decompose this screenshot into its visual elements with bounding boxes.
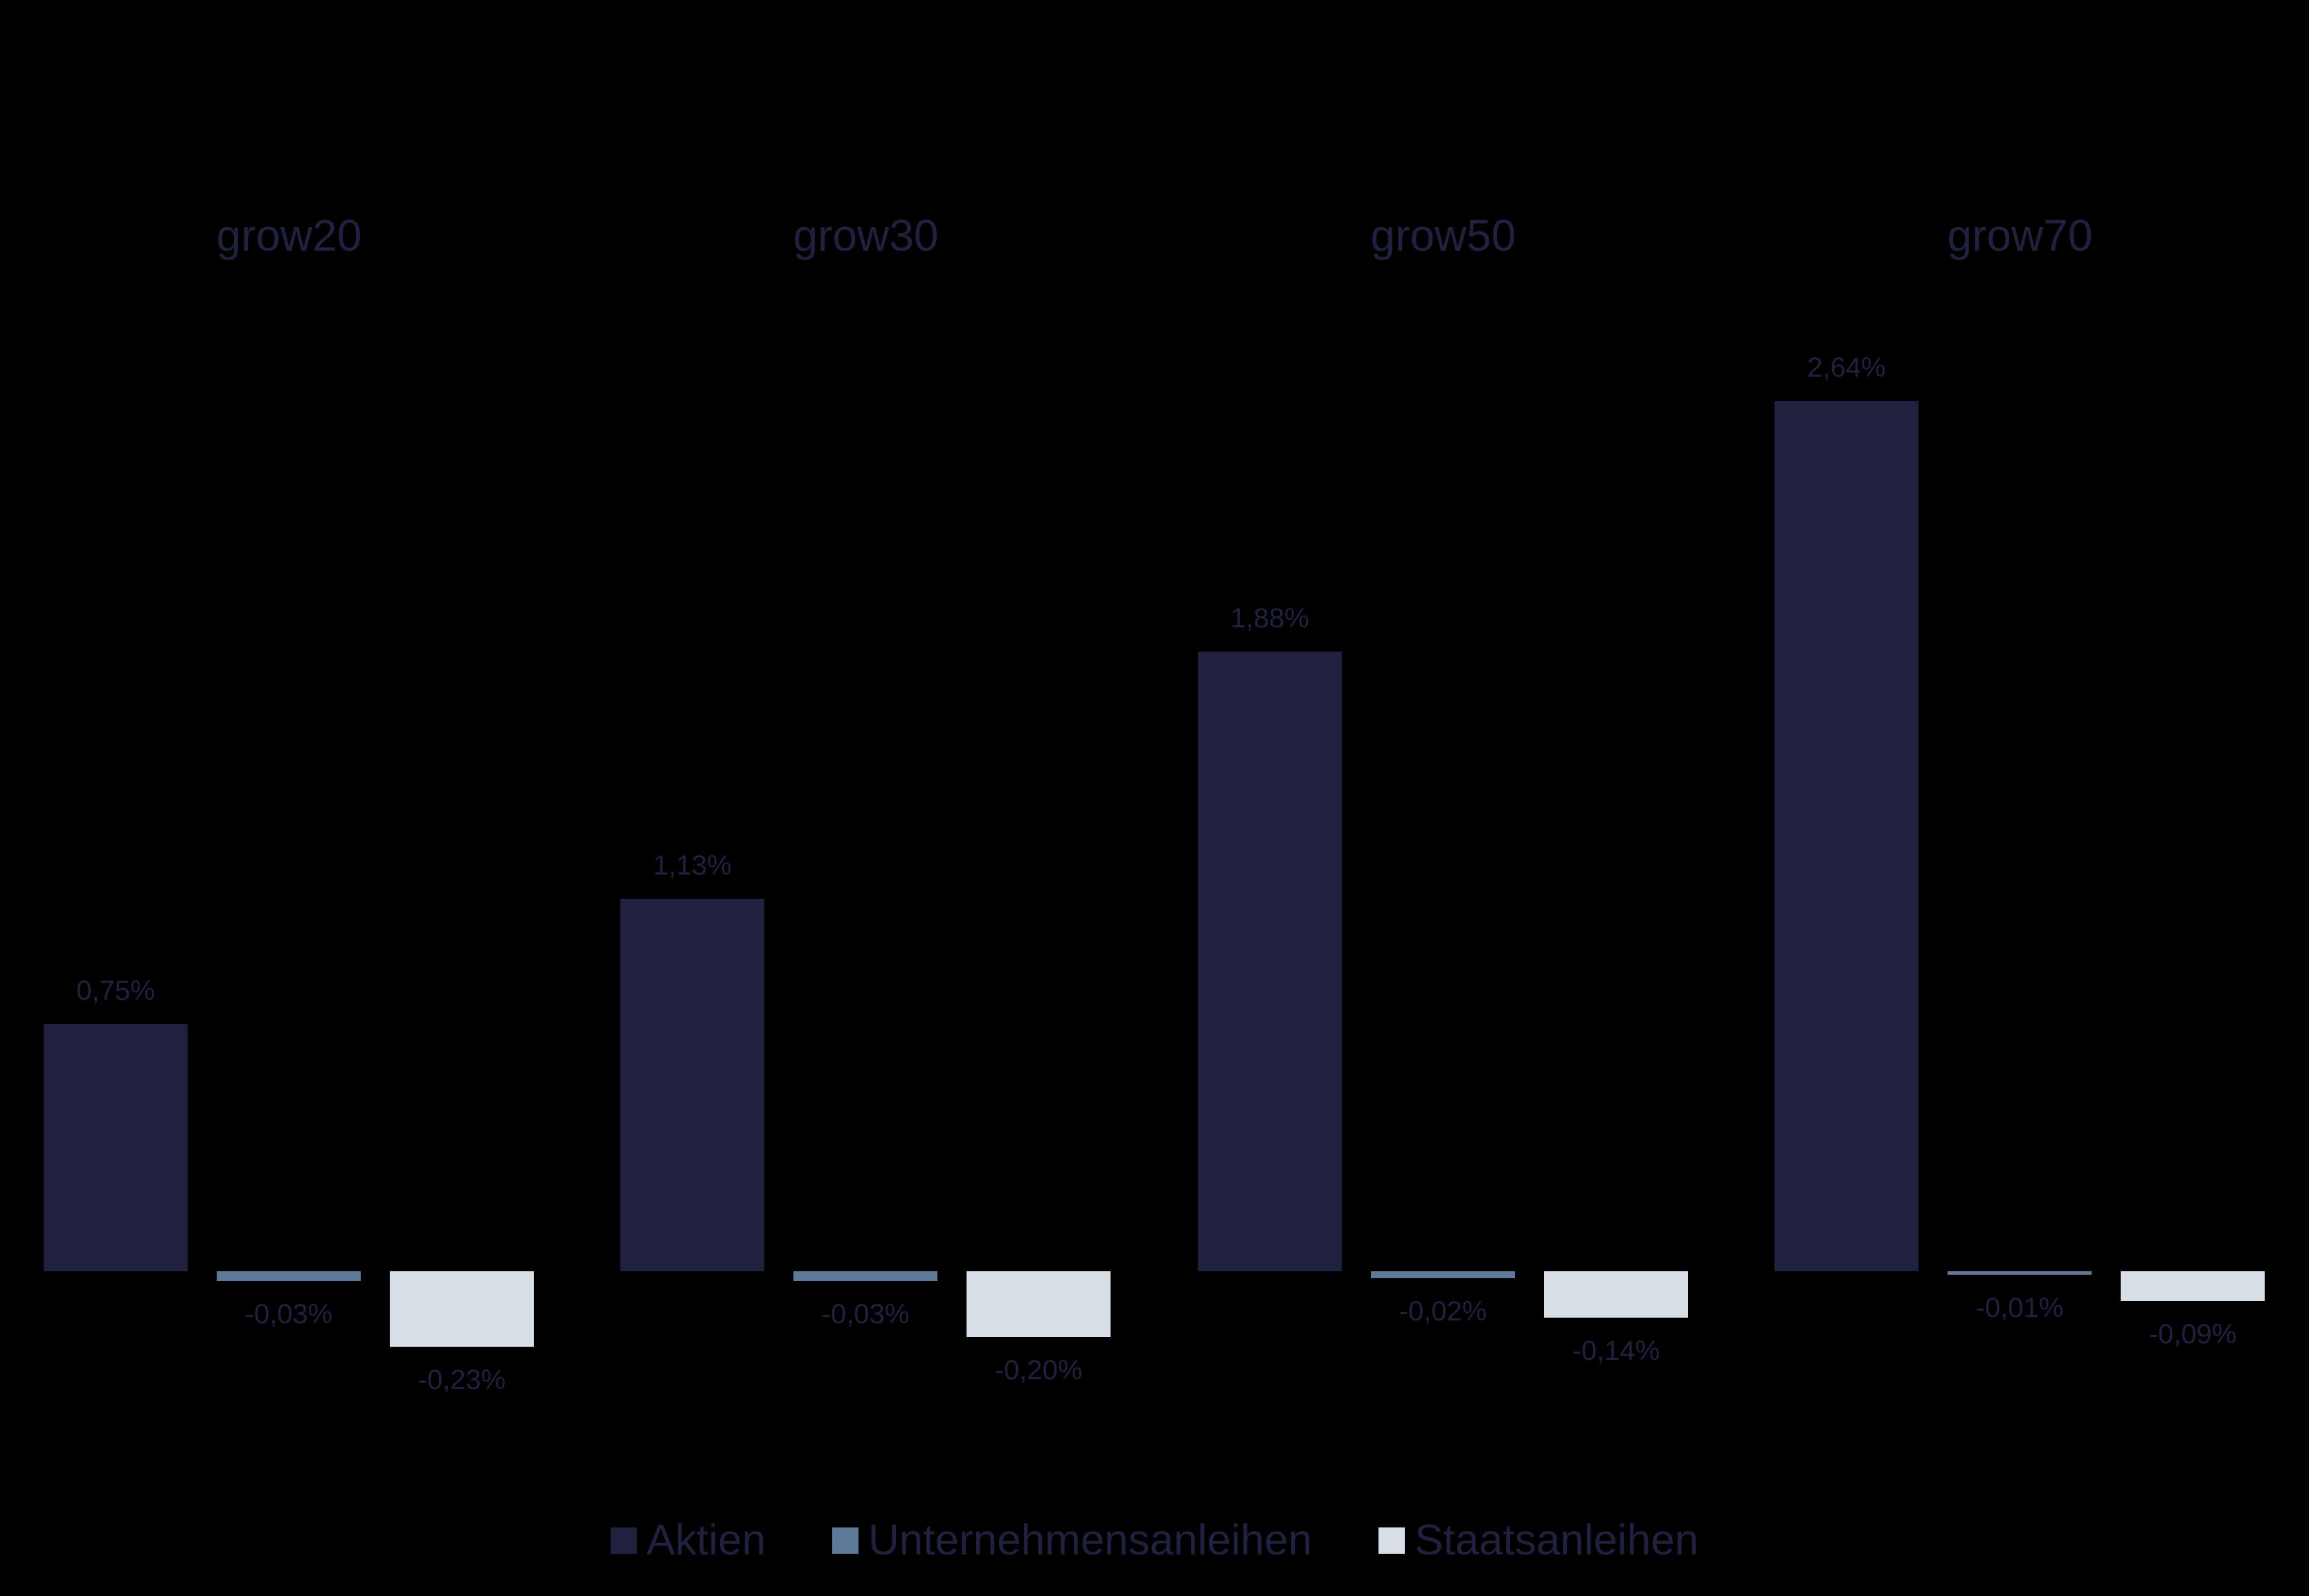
data-label: 1,13% <box>653 850 732 881</box>
legend-label: Aktien <box>646 1516 766 1564</box>
bar-staatsanleihen-grow20 <box>390 1271 534 1347</box>
data-label: 1,88% <box>1230 603 1309 634</box>
data-label: 0,75% <box>76 976 155 1006</box>
bar-unternehmensanleihen-grow50 <box>1371 1271 1515 1278</box>
legend-swatch-staatsanleihen <box>1378 1527 1405 1554</box>
group-title: grow50 <box>1370 210 1516 260</box>
bar-staatsanleihen-grow50 <box>1544 1271 1688 1318</box>
group-title: grow20 <box>216 210 362 260</box>
data-label: -0,01% <box>1975 1292 2064 1323</box>
legend-item-staatsanleihen: Staatsanleihen <box>1378 1516 1698 1565</box>
legend-swatch-unternehmensanleihen <box>832 1527 859 1554</box>
data-label: -0,09% <box>2148 1318 2237 1350</box>
bar-aktien-grow70 <box>1775 401 1919 1271</box>
data-label: -0,03% <box>244 1299 333 1330</box>
bar-unternehmensanleihen-grow70 <box>1948 1271 2092 1275</box>
legend-label: Staatsanleihen <box>1414 1516 1699 1564</box>
bar-aktien-grow20 <box>44 1024 188 1271</box>
bar-aktien-grow50 <box>1198 652 1342 1271</box>
legend-swatch-aktien <box>610 1527 637 1554</box>
bar-unternehmensanleihen-grow20 <box>217 1271 361 1282</box>
group-title: grow70 <box>1947 210 2093 260</box>
legend-item-unternehmensanleihen: Unternehmensanleihen <box>832 1516 1312 1565</box>
legend: Aktien Unternehmensanleihen Staatsanleih… <box>0 1516 2309 1565</box>
data-label: -0,02% <box>1399 1295 1487 1327</box>
data-label: 2,64% <box>1807 352 1886 384</box>
bar-unternehmensanleihen-grow30 <box>793 1271 937 1282</box>
bar-staatsanleihen-grow30 <box>967 1271 1111 1338</box>
legend-item-aktien: Aktien <box>610 1516 766 1565</box>
bar-aktien-grow30 <box>620 899 764 1271</box>
data-label: -0,03% <box>821 1299 910 1330</box>
bar-staatsanleihen-grow70 <box>2121 1271 2265 1301</box>
group-title: grow30 <box>793 210 939 260</box>
data-label: -0,20% <box>994 1355 1083 1386</box>
data-label: -0,23% <box>417 1365 506 1396</box>
data-label: -0,14% <box>1572 1335 1660 1366</box>
legend-label: Unternehmensanleihen <box>868 1516 1313 1564</box>
